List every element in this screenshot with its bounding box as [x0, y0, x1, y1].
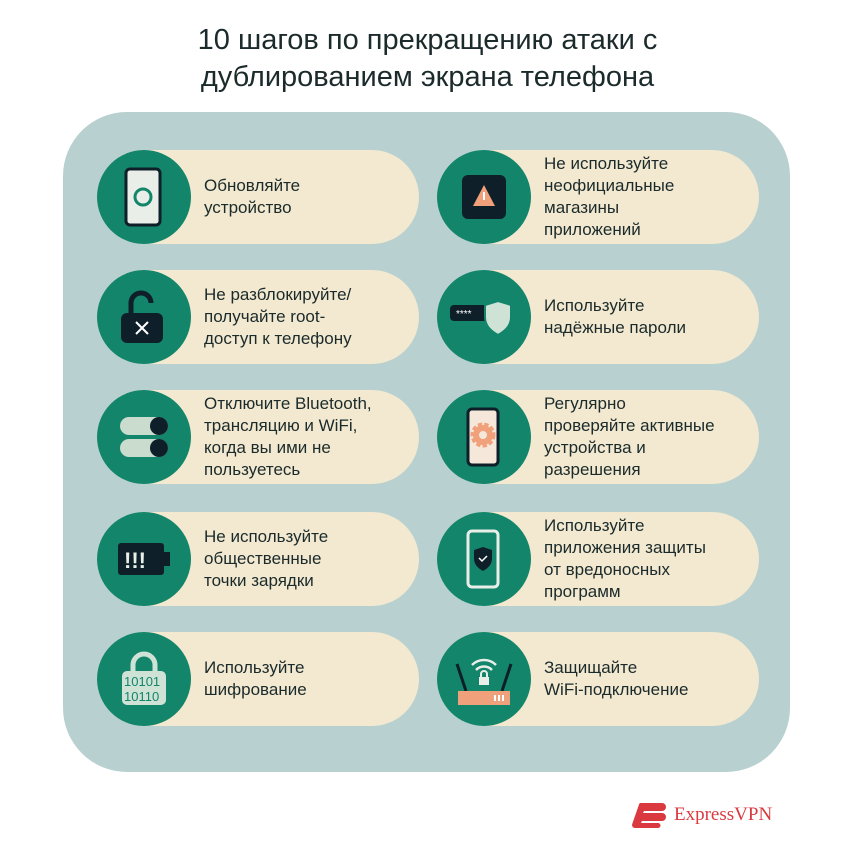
step-text: Отключите Bluetooth, трансляцию и WiFi, … [204, 394, 372, 479]
encryption-lock-icon: 10101 10110 [97, 632, 191, 726]
step-item: Не используйте неофициальные магазины пр… [437, 150, 759, 244]
password-shield-icon: **** [437, 270, 531, 364]
battery-warning-icon: !!! [97, 512, 191, 606]
svg-text:10101: 10101 [124, 674, 160, 689]
step-item: Регулярно проверяйте активные устройства… [437, 390, 759, 484]
expressvpn-logo-icon [632, 803, 666, 828]
step-text: Используйте надёжные пароли [544, 296, 686, 337]
step-text: Обновляйте устройство [204, 176, 301, 217]
step-text: Не разблокируйте/ получайте root- доступ… [204, 285, 352, 348]
svg-text:****: **** [456, 309, 472, 320]
svg-text:!!!: !!! [124, 548, 146, 573]
step-text: Регулярно проверяйте активные устройства… [544, 394, 715, 479]
step-item: Используйте приложения защиты от вредоно… [437, 512, 759, 606]
step-item: 10101 10110 Используйте шифрование [97, 632, 419, 726]
svg-text:10110: 10110 [124, 689, 159, 704]
unlocked-padlock-icon [97, 270, 191, 364]
expressvpn-logo: ExpressVPN [632, 802, 772, 828]
step-item: **** Используйте надёжные пароли [437, 270, 759, 364]
step-item: Не разблокируйте/ получайте root- доступ… [97, 270, 419, 364]
step-text: Защищайте WiFi-подключение [544, 658, 689, 699]
step-text: Не используйте общественные точки зарядк… [204, 527, 329, 590]
page-title: 10 шагов по прекращению атаки с дублиров… [197, 24, 658, 93]
step-text: Используйте приложения защиты от вредоно… [544, 516, 706, 601]
step-item: Отключите Bluetooth, трансляцию и WiFi, … [97, 390, 419, 484]
step-item: !!! Не используйте общественные точки зар… [97, 512, 419, 606]
wifi-router-icon [437, 632, 531, 726]
step-item: Обновляйте устройство [97, 150, 419, 244]
step-text: Используйте шифрование [204, 658, 307, 699]
phone-gear-icon [437, 390, 531, 484]
step-text: Не используйте неофициальные магазины пр… [544, 154, 675, 239]
toggle-switches-icon [97, 390, 191, 484]
warning-icon [437, 150, 531, 244]
phone-shield-icon [437, 512, 531, 606]
step-item: Защищайте WiFi-подключение [437, 632, 759, 726]
phone-refresh-icon [97, 150, 191, 244]
